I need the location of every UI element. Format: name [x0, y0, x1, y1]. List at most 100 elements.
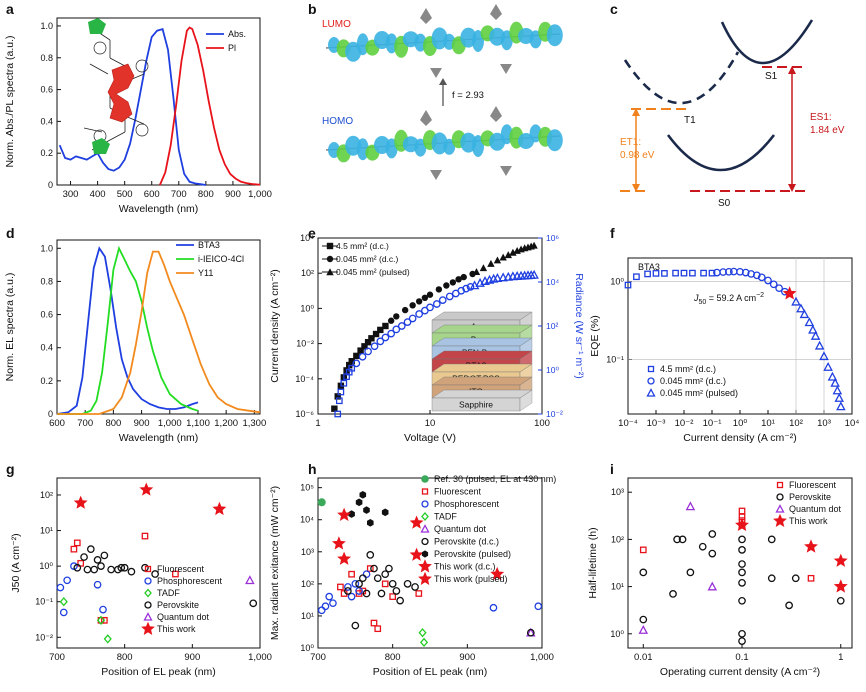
- y-tick-label: 0.2: [40, 148, 53, 158]
- series-point-e1: [415, 298, 423, 305]
- y-tick-label: 10⁴: [300, 515, 314, 525]
- series-i0-point: [639, 546, 647, 554]
- series-i1-point: [738, 629, 746, 638]
- series-line-bta3: [56, 246, 199, 415]
- legend-label: 4.5 mm² (d.c.): [336, 241, 389, 251]
- series-point-e4: [432, 300, 441, 308]
- series-h1-point: [366, 565, 374, 572]
- y-tick-label: 10⁰: [610, 276, 624, 286]
- j50-subscript: 50: [699, 299, 707, 306]
- series-g3-point: [73, 563, 82, 572]
- series-h5-point: [381, 570, 390, 579]
- series-h0-point: [317, 498, 326, 507]
- series-point-e4: [408, 314, 417, 323]
- series-h6-point: [359, 491, 367, 499]
- legend-marker: [144, 565, 152, 573]
- series-i1-point: [673, 535, 681, 544]
- series-point-e5: [498, 272, 508, 282]
- y-axis-label: Half-lifetime (h): [587, 527, 599, 598]
- molecule-bond: [89, 63, 109, 75]
- series-point-f2: [808, 324, 818, 334]
- legend-marker: [326, 242, 334, 250]
- series-point-e4: [364, 347, 372, 356]
- molecule-endgroup: [88, 18, 106, 34]
- series-h5-point: [355, 580, 363, 588]
- series-point-e1: [393, 313, 400, 320]
- series-i3-point: [735, 517, 749, 532]
- legend-label: Fluorescent: [789, 480, 837, 490]
- legend-marker: [421, 500, 429, 508]
- panel-g-axes-frame: [56, 477, 261, 649]
- y-tick-label: 10⁵: [300, 483, 314, 493]
- transition-arrowhead: [439, 78, 447, 85]
- legend-label: Pl: [228, 43, 236, 53]
- lumo-orbital: [325, 4, 563, 78]
- legend-marker: [418, 559, 432, 573]
- series-i1-point: [785, 601, 793, 610]
- legend-label: Perovskite: [157, 600, 199, 610]
- series-g2-point: [59, 597, 68, 607]
- y-axis-label: J50 (A cm⁻²): [10, 533, 22, 592]
- series-point-f0: [689, 269, 696, 277]
- series-h7-point: [337, 551, 352, 565]
- panel-i-axes-frame: [627, 477, 853, 649]
- series-h8-point: [409, 515, 424, 529]
- series-point-e0: [331, 405, 338, 412]
- series-h2-point: [355, 587, 363, 595]
- series-h5-point: [385, 564, 393, 573]
- legend-label: Abs.: [228, 29, 246, 39]
- y-right-tick-label: 10⁶: [546, 233, 559, 243]
- x-axis-label: Position of EL peak (nm): [101, 666, 216, 678]
- series-line-i-ieico-4cl: [57, 245, 199, 415]
- series-point-f2: [804, 317, 815, 327]
- legend-label: This work (pulsed): [434, 574, 508, 584]
- x-axis-label: Operating current density (A cm⁻²): [660, 666, 820, 678]
- series-h2-point: [317, 606, 326, 615]
- series-g3-point: [120, 563, 129, 572]
- legend-label: TADF: [157, 588, 180, 598]
- series-point-e3: [337, 388, 345, 396]
- series-point-e0: [334, 393, 341, 400]
- series-point-e2: [509, 248, 517, 256]
- series-i1-point: [639, 615, 648, 624]
- series-g3-point: [127, 567, 136, 576]
- series-point-f2: [814, 340, 825, 350]
- legend-label: 0.045 mm² (d.c.): [660, 376, 726, 386]
- series-line-pl: [159, 26, 261, 186]
- panel-letter-f: f: [610, 225, 615, 241]
- series-i0-point: [738, 507, 746, 515]
- y-tick-label: 0: [48, 409, 53, 419]
- series-i1-point: [686, 568, 695, 577]
- y-tick-label: 10⁻⁶: [296, 409, 315, 419]
- series-i1-point: [738, 560, 746, 568]
- legend-label: BTA3: [198, 240, 220, 250]
- panel-letter-d: d: [6, 225, 15, 241]
- series-i1-point: [738, 535, 746, 544]
- series-g3-point: [93, 556, 102, 564]
- x-axis-label: Current density (A cm⁻²): [683, 432, 797, 444]
- y-tick-label: 10⁰: [39, 561, 53, 571]
- series-i1-point: [639, 568, 648, 577]
- y-tick-label: 10⁰: [300, 303, 314, 313]
- s1-curve: [720, 19, 814, 65]
- y-tick-label: 0.2: [40, 376, 53, 386]
- series-h7-point: [409, 547, 424, 561]
- series-g3-point: [83, 565, 92, 574]
- series-g1-point: [59, 608, 68, 617]
- panel-letter-g: g: [6, 461, 15, 477]
- y-tick-label: 1.0: [40, 21, 53, 31]
- legend-marker: [775, 504, 785, 513]
- series-h8-point: [490, 566, 505, 581]
- stack-layer-top: [431, 376, 533, 386]
- legend-marker: [420, 524, 430, 533]
- x-tick-label: 800: [198, 189, 214, 200]
- molecule-endgroup: [92, 138, 110, 154]
- j50-star: [782, 286, 797, 300]
- series-i1-point: [708, 549, 717, 558]
- legend-label: Quantum dot: [157, 612, 210, 622]
- series-h2-point: [321, 602, 330, 611]
- series-point-f2: [810, 330, 821, 340]
- x-tick-label: 10¹: [761, 418, 775, 429]
- legend-label: Perovskite (pulsed): [434, 549, 511, 559]
- legend-marker: [646, 388, 656, 397]
